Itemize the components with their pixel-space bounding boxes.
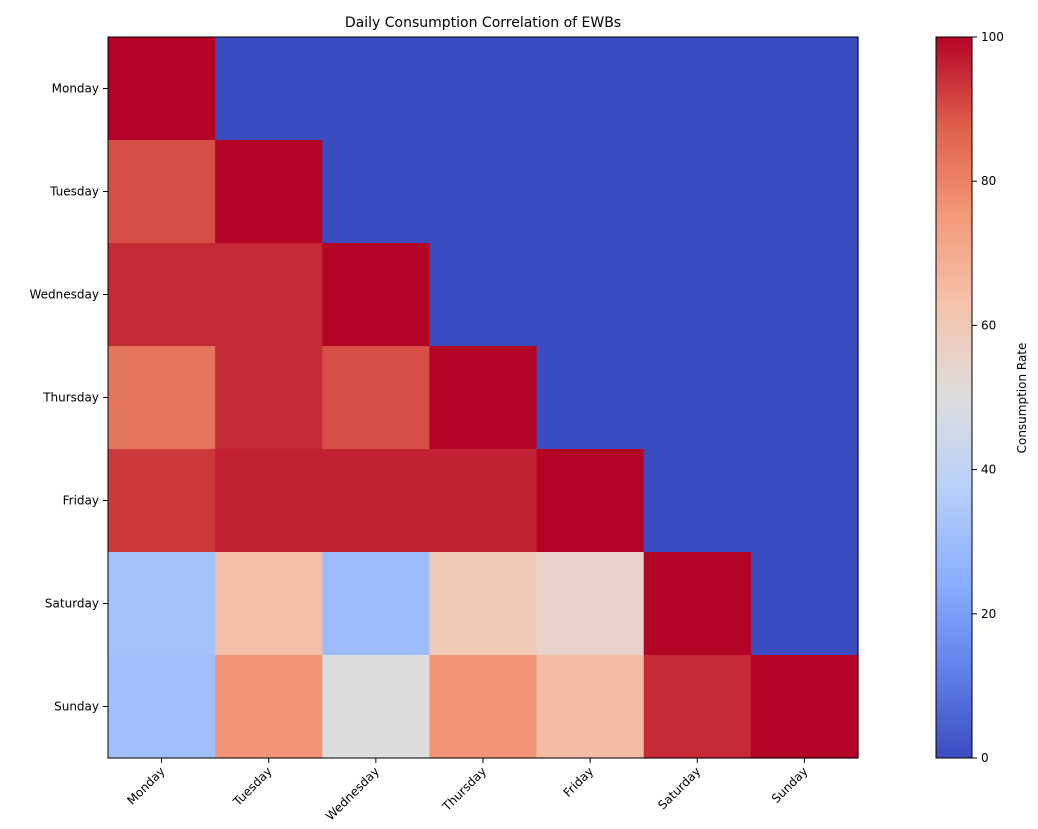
heatmap-cell-thursday-wednesday bbox=[322, 346, 431, 450]
colorbar-tick-label: 100 bbox=[981, 30, 1004, 44]
heatmap-cell-saturday-saturday bbox=[643, 552, 752, 656]
y-tick-label-thursday: Thursday bbox=[42, 391, 99, 405]
heatmap-cell-monday-saturday bbox=[643, 37, 752, 141]
heatmap-cell-tuesday-thursday bbox=[429, 140, 538, 244]
heatmap-cell-tuesday-saturday bbox=[643, 140, 752, 244]
chart-title: Daily Consumption Correlation of EWBs bbox=[345, 15, 621, 31]
heatmap-cell-friday-monday bbox=[108, 449, 216, 553]
heatmap-cell-monday-wednesday bbox=[322, 37, 431, 141]
heatmap-cell-friday-sunday bbox=[750, 449, 859, 553]
heatmap-cell-wednesday-saturday bbox=[643, 243, 752, 347]
heatmap-cell-thursday-monday bbox=[108, 346, 216, 450]
heatmap-cell-saturday-friday bbox=[536, 552, 645, 656]
heatmap-cell-tuesday-tuesday bbox=[215, 140, 323, 244]
y-tick-label-sunday: Sunday bbox=[54, 700, 99, 714]
x-axis-ticks: Monday Tuesday Wednesday Thursday Friday Satu… bbox=[124, 758, 811, 823]
y-axis-ticks: Monday Tuesday Wednesday Thursday Friday Satu… bbox=[30, 82, 108, 714]
heatmap-cell-sunday-tuesday bbox=[215, 655, 323, 759]
heatmap-cell-friday-tuesday bbox=[215, 449, 323, 553]
heatmap-cell-friday-thursday bbox=[429, 449, 538, 553]
heatmap-cell-sunday-sunday bbox=[750, 655, 859, 759]
heatmap-cell-sunday-wednesday bbox=[322, 655, 431, 759]
y-tick-label-tuesday: Tuesday bbox=[49, 185, 99, 199]
y-tick-label-friday: Friday bbox=[63, 494, 99, 508]
x-tick-label-friday: Friday bbox=[561, 764, 597, 800]
heatmap-cell-thursday-saturday bbox=[643, 346, 752, 450]
y-tick-label-monday: Monday bbox=[52, 82, 99, 96]
heatmap-cell-thursday-friday bbox=[536, 346, 645, 450]
x-tick-label-sunday: Sunday bbox=[769, 764, 811, 806]
heatmap-cell-monday-tuesday bbox=[215, 37, 323, 141]
x-tick-label-saturday: Saturday bbox=[655, 764, 703, 812]
heatmap-cell-friday-wednesday bbox=[322, 449, 431, 553]
heatmap-cell-wednesday-monday bbox=[108, 243, 216, 347]
heatmap-cell-wednesday-friday bbox=[536, 243, 645, 347]
heatmap-cell-monday-sunday bbox=[750, 37, 859, 141]
heatmap-cell-saturday-thursday bbox=[429, 552, 538, 656]
heatmap-cell-sunday-monday bbox=[108, 655, 216, 759]
heatmap-cell-wednesday-sunday bbox=[750, 243, 859, 347]
heatmap-cell-sunday-thursday bbox=[429, 655, 538, 759]
heatmap-cell-saturday-monday bbox=[108, 552, 216, 656]
heatmap-cell-wednesday-tuesday bbox=[215, 243, 323, 347]
heatmap-cell-saturday-tuesday bbox=[215, 552, 323, 656]
heatmap-cell-tuesday-monday bbox=[108, 140, 216, 244]
colorbar-label: Consumption Rate bbox=[1015, 343, 1029, 454]
colorbar-ticks: 0 20 40 60 80 100 bbox=[972, 30, 1004, 765]
heatmap-cell-thursday-thursday bbox=[429, 346, 538, 450]
colorbar-tick-label: 60 bbox=[981, 318, 996, 332]
x-tick-label-monday: Monday bbox=[124, 764, 167, 807]
y-tick-label-wednesday: Wednesday bbox=[30, 288, 99, 302]
heatmap-cell-thursday-tuesday bbox=[215, 346, 323, 450]
heatmap-cell-sunday-friday bbox=[536, 655, 645, 759]
heatmap-cell-tuesday-friday bbox=[536, 140, 645, 244]
colorbar bbox=[935, 36, 973, 759]
heatmap-cell-monday-monday bbox=[108, 37, 216, 141]
heatmap-cell-friday-saturday bbox=[643, 449, 752, 553]
colorbar-tick-label: 0 bbox=[981, 751, 989, 765]
colorbar-tick-label: 80 bbox=[981, 174, 996, 188]
x-tick-label-wednesday: Wednesday bbox=[323, 764, 382, 823]
heatmap-cell-wednesday-thursday bbox=[429, 243, 538, 347]
heatmap-cell-thursday-sunday bbox=[750, 346, 859, 450]
heatmap-cell-sunday-saturday bbox=[643, 655, 752, 759]
heatmap-cell-monday-friday bbox=[536, 37, 645, 141]
heatmap-cell-wednesday-wednesday bbox=[322, 243, 431, 347]
heatmap-cell-saturday-sunday bbox=[750, 552, 859, 656]
heatmap-cell-tuesday-wednesday bbox=[322, 140, 431, 244]
colorbar-tick-label: 40 bbox=[981, 463, 996, 477]
heatmap-cells bbox=[108, 37, 859, 759]
heatmap-cell-friday-friday bbox=[536, 449, 645, 553]
colorbar-tick-label: 20 bbox=[981, 607, 996, 621]
heatmap-cell-saturday-wednesday bbox=[322, 552, 431, 656]
y-tick-label-saturday: Saturday bbox=[45, 597, 99, 611]
heatmap-cell-monday-thursday bbox=[429, 37, 538, 141]
x-tick-label-tuesday: Tuesday bbox=[230, 764, 275, 809]
x-tick-label-thursday: Thursday bbox=[439, 764, 489, 814]
heatmap-cell-tuesday-sunday bbox=[750, 140, 859, 244]
